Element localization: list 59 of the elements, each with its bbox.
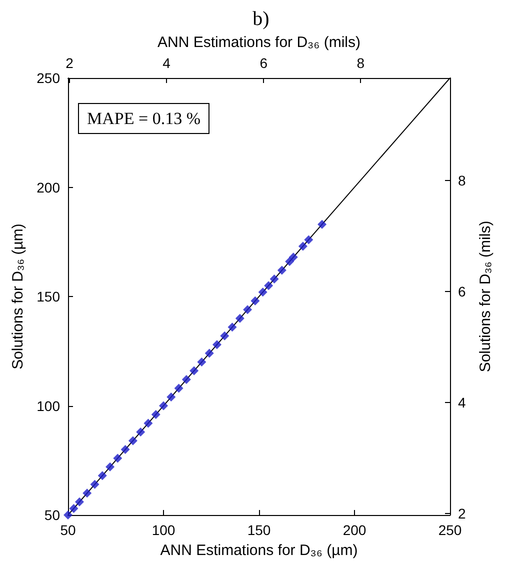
point: [250, 296, 260, 306]
y2-axis-title: Solutions for D₃₆ (mils): [477, 220, 494, 372]
point: [264, 281, 274, 290]
point: [318, 220, 327, 229]
y-tick-label: 250: [36, 70, 60, 86]
point: [151, 410, 160, 419]
point: [243, 305, 252, 314]
point: [204, 348, 214, 358]
point: [74, 497, 84, 506]
x-axis-title: ANN Estimations for D₃₆ (µm): [160, 542, 358, 559]
x-tick-label: 50: [60, 522, 76, 538]
y2-tick-label: 4: [458, 394, 466, 410]
point: [220, 331, 230, 340]
chart-title: b): [252, 8, 270, 30]
annotation: MAPE = 0.13 %: [87, 109, 200, 128]
point: [298, 242, 308, 251]
y-tick-label: 100: [36, 398, 60, 414]
x2-tick-label: 8: [356, 55, 365, 71]
x-tick-label: 250: [438, 522, 462, 538]
point: [90, 480, 100, 489]
point: [120, 444, 130, 454]
y-tick-label: 150: [36, 288, 60, 304]
x2-tick-label: 4: [162, 55, 171, 71]
point: [166, 392, 176, 402]
x-tick-label: 200: [342, 522, 366, 538]
y-tick-label: 200: [36, 179, 60, 196]
point: [64, 510, 72, 520]
point: [197, 358, 206, 367]
point: [288, 252, 298, 262]
point: [258, 288, 268, 297]
point: [285, 257, 294, 266]
point: [82, 488, 92, 498]
point: [212, 340, 222, 350]
x2-tick-label: 2: [66, 55, 74, 71]
point: [190, 366, 199, 376]
y-axis-title: Solutions for D₃₆ (µm): [10, 224, 27, 370]
point: [182, 375, 191, 384]
point: [144, 418, 153, 428]
point: [304, 235, 314, 244]
x-tick-label: 150: [247, 522, 271, 538]
point: [159, 401, 168, 410]
x2-tick-label: 6: [260, 55, 268, 71]
x-tick-label: 100: [152, 522, 176, 538]
x2-axis-title: ANN Estimations for D₃₆ (mils): [157, 34, 361, 51]
point: [235, 314, 244, 323]
point: [98, 471, 107, 480]
y2-tick-label: 2: [458, 505, 466, 522]
y2-tick-label: 6: [458, 283, 466, 300]
point: [277, 266, 286, 275]
y-tick-label: 50: [44, 507, 60, 523]
point: [113, 454, 122, 463]
point: [106, 462, 115, 472]
point: [174, 384, 184, 393]
point: [270, 274, 279, 284]
point: [228, 322, 237, 332]
point: [136, 427, 146, 436]
point: [128, 436, 138, 446]
point: [69, 504, 78, 513]
y2-tick-label: 8: [458, 172, 466, 188]
